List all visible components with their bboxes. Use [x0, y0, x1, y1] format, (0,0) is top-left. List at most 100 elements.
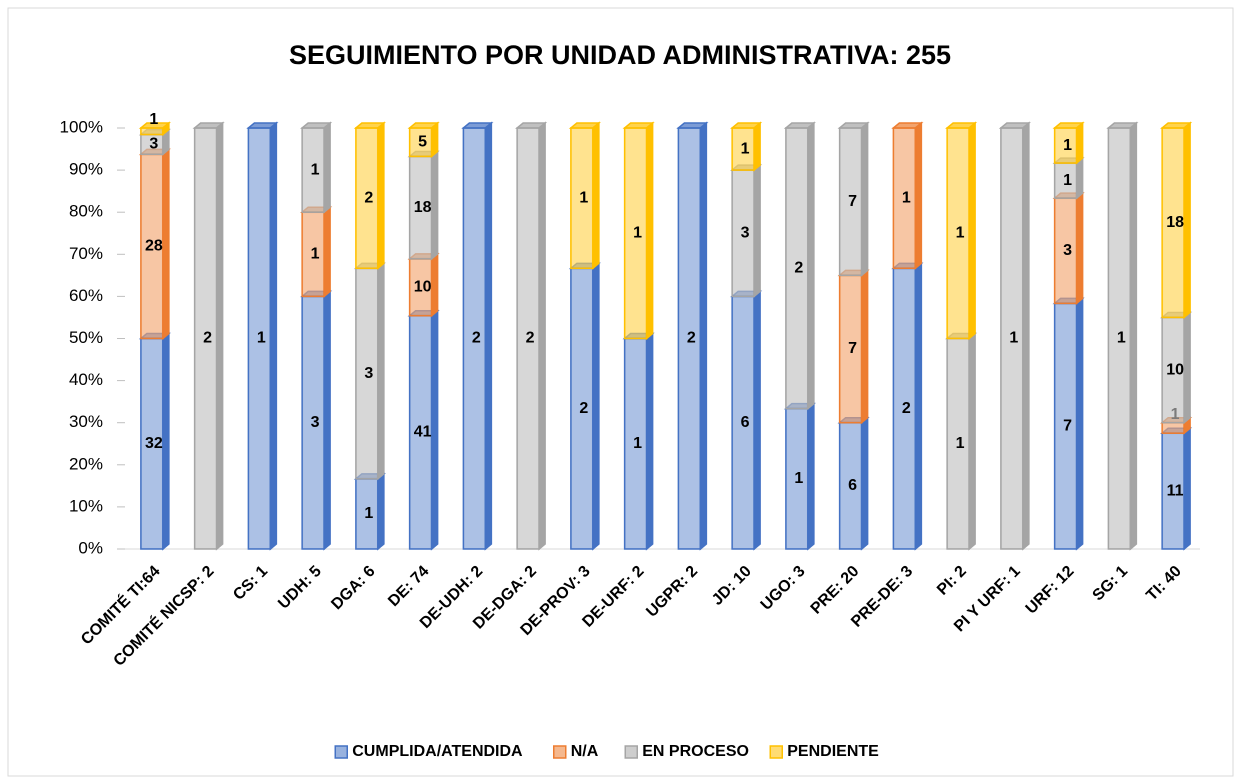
bar-face: [410, 157, 431, 258]
bar-side: [1075, 296, 1084, 551]
bar-side: [914, 121, 923, 270]
bar-face: [303, 129, 324, 212]
bar-face: [733, 297, 754, 548]
data-label: 2: [687, 330, 696, 347]
data-label: 3: [741, 224, 750, 241]
bar-side: [968, 121, 976, 341]
data-label: 1: [311, 161, 320, 178]
data-label: 18: [414, 199, 432, 216]
bar-side: [1129, 121, 1138, 551]
bar-segment: [837, 121, 870, 277]
legend-swatch: [624, 745, 638, 759]
bar-front: [193, 127, 218, 550]
bar-segment: [353, 472, 386, 551]
bar-segment: [622, 331, 655, 551]
y-tick-label: 20%: [69, 454, 103, 473]
data-label: 7: [1063, 417, 1072, 434]
bar-face: [410, 259, 431, 315]
data-label: 1: [633, 435, 642, 452]
bar-segment: [353, 261, 386, 481]
bar-segment: [998, 121, 1031, 551]
data-label: 1: [794, 470, 803, 487]
bar-face: [894, 269, 915, 548]
bar-face: [1163, 318, 1184, 422]
bar-side: [807, 121, 815, 411]
data-label: 3: [364, 365, 373, 382]
y-tick-label: 80%: [69, 202, 103, 221]
bar-face: [1055, 304, 1076, 548]
bar-face: [356, 269, 377, 478]
bar-face: [840, 129, 861, 275]
bar-side: [1075, 156, 1084, 200]
bar-segment: [192, 121, 225, 551]
y-tick-label: 70%: [69, 244, 103, 263]
data-label: 18: [1166, 214, 1184, 231]
bar-segment: [138, 147, 171, 341]
chart-frame: [7, 7, 1234, 777]
bar-face: [141, 129, 162, 134]
bar-side: [377, 472, 385, 551]
bar-face: [410, 316, 431, 548]
data-label: 1: [579, 189, 588, 206]
data-label: 7: [848, 340, 857, 357]
legend-swatch: [553, 745, 567, 759]
data-label: 1: [902, 189, 911, 206]
bar-front: [1000, 127, 1024, 550]
bar-side: [1183, 426, 1191, 551]
bar-front: [516, 127, 540, 550]
bar-segment: [568, 121, 601, 270]
bar-top: [300, 122, 333, 129]
bar-face: [1055, 129, 1076, 163]
bar-side: [162, 147, 170, 341]
bar-front: [731, 127, 755, 171]
bar-segment: [407, 149, 440, 261]
bar-side: [215, 121, 224, 551]
bar-front: [785, 127, 809, 410]
bar-segment: [783, 402, 816, 551]
bar-side: [1183, 121, 1191, 320]
y-tick-label: 50%: [69, 328, 103, 347]
bar-face: [733, 171, 754, 296]
bar-segment: [138, 121, 171, 137]
bar-side: [645, 331, 654, 551]
data-label: 1: [257, 330, 266, 347]
bar-face: [141, 155, 162, 338]
bar-front: [247, 127, 272, 550]
data-label: 2: [794, 260, 803, 277]
bar-face: [840, 276, 861, 422]
bar-segment: [783, 121, 816, 411]
bar-segment: [300, 121, 333, 214]
data-label: 6: [741, 414, 750, 431]
data-label: 3: [1063, 242, 1072, 259]
bar-segment: [1106, 121, 1139, 551]
bar-side: [377, 261, 385, 481]
data-label: 10: [414, 279, 432, 296]
bar-face: [518, 129, 539, 548]
bar-side: [323, 205, 331, 299]
data-label: 1: [741, 140, 750, 157]
data-label: 1: [364, 505, 373, 522]
bar-face: [786, 129, 807, 408]
bar-face: [410, 129, 431, 156]
bar-front: [892, 127, 917, 270]
bar-front: [946, 127, 970, 340]
data-label: 1: [633, 224, 642, 241]
bar-face: [733, 129, 754, 170]
bar-segment: [730, 289, 763, 551]
data-label: 41: [414, 424, 432, 441]
bar-face: [1001, 129, 1022, 548]
bar-face: [141, 339, 162, 548]
bar-side: [645, 121, 654, 341]
bar-face: [303, 297, 324, 548]
data-label: 1: [956, 435, 965, 452]
bar-side: [484, 121, 493, 551]
bar-face: [1163, 434, 1184, 548]
y-tick-label: 10%: [69, 496, 103, 515]
bar-face: [249, 129, 270, 548]
bar-side: [269, 121, 278, 551]
data-label: 2: [902, 400, 911, 417]
data-label: 32: [145, 435, 163, 452]
data-label: 2: [579, 400, 588, 417]
bar-side: [1075, 191, 1084, 306]
bar-face: [625, 339, 646, 548]
